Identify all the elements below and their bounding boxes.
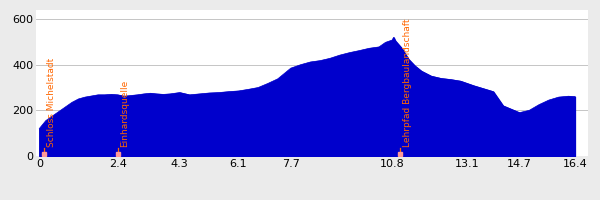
Text: Schloss Michelstadt: Schloss Michelstadt: [47, 58, 56, 147]
Text: Lehrpfad Bergbaulandschaft: Lehrpfad Bergbaulandschaft: [403, 18, 412, 147]
Text: Einhardsquelle: Einhardsquelle: [120, 80, 129, 147]
